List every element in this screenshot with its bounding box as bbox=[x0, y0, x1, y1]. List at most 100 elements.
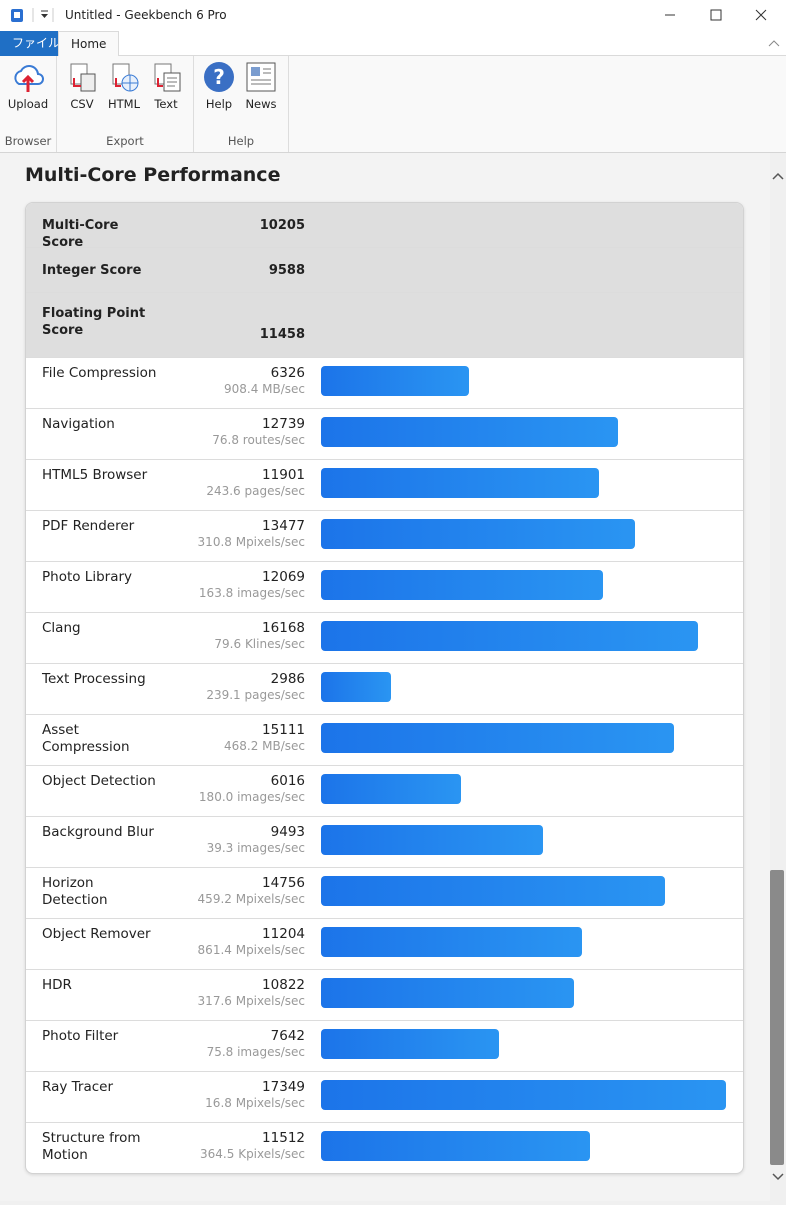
workload-rate: 243.6 pages/sec bbox=[206, 484, 305, 498]
score-bar bbox=[321, 519, 636, 549]
workload-score: 2986 bbox=[270, 671, 305, 687]
workload-name: Horizon Detection bbox=[42, 875, 108, 908]
workload-name: Background Blur bbox=[42, 824, 154, 840]
workload-score: 11512 bbox=[262, 1130, 305, 1146]
score-bar bbox=[321, 570, 603, 600]
html-button[interactable]: HTML bbox=[102, 60, 146, 111]
score-bar bbox=[321, 366, 469, 396]
score-bar bbox=[321, 876, 666, 906]
html-icon bbox=[112, 63, 139, 92]
workload-score: 12739 bbox=[262, 416, 305, 432]
workload-name: Asset Compression bbox=[42, 722, 130, 755]
workload-row: Navigation 12739 76.8 routes/sec bbox=[26, 409, 743, 460]
workload-rate: 76.8 routes/sec bbox=[212, 433, 305, 447]
workload-rate: 239.1 pages/sec bbox=[206, 688, 305, 702]
score-value: 11458 bbox=[259, 327, 305, 342]
workload-rate: 908.4 MB/sec bbox=[223, 382, 305, 396]
score-bar bbox=[321, 927, 583, 957]
workload-name: Structure from Motion bbox=[42, 1130, 141, 1163]
score-value: 9588 bbox=[268, 263, 305, 278]
workload-name: Object Remover bbox=[42, 926, 151, 942]
workload-row: Object Detection 6016 180.0 images/sec bbox=[26, 766, 743, 817]
workload-row: Ray Tracer 17349 16.8 Mpixels/sec bbox=[26, 1072, 743, 1123]
workload-rate: 861.4 Mpixels/sec bbox=[197, 943, 305, 957]
text-button[interactable]: Text bbox=[144, 60, 188, 111]
group-label: Help bbox=[227, 134, 255, 148]
score-bar bbox=[321, 1131, 590, 1161]
workload-rate: 75.8 images/sec bbox=[206, 1045, 305, 1059]
workload-rate: 317.6 Mpixels/sec bbox=[197, 994, 305, 1008]
workload-row: Photo Library 12069 163.8 images/sec bbox=[26, 562, 743, 613]
workload-name: Object Detection bbox=[42, 773, 156, 789]
home-tab[interactable]: Home bbox=[58, 31, 120, 57]
workload-row: Background Blur 9493 39.3 images/sec bbox=[26, 817, 743, 868]
group-label: Export bbox=[106, 134, 144, 148]
workload-row: Asset Compression 15111 468.2 MB/sec bbox=[26, 715, 743, 766]
text-icon bbox=[154, 63, 181, 92]
upload-icon bbox=[14, 65, 44, 92]
help-group: ? Help News Help bbox=[194, 56, 289, 152]
workload-row: Photo Filter 7642 75.8 images/sec bbox=[26, 1021, 743, 1072]
workload-score: 14756 bbox=[262, 875, 305, 891]
news-button[interactable]: News bbox=[239, 60, 283, 111]
workload-name: File Compression bbox=[42, 365, 157, 381]
score-name: Multi-Core Score bbox=[42, 218, 119, 250]
workload-name: HTML5 Browser bbox=[42, 467, 148, 483]
news-icon bbox=[246, 62, 276, 92]
workload-score: 15111 bbox=[262, 722, 305, 738]
score-value: 10205 bbox=[259, 218, 305, 233]
button-label: HTML bbox=[107, 97, 140, 111]
workload-score: 17349 bbox=[262, 1079, 305, 1095]
section-title: Multi-Core Performance bbox=[25, 164, 281, 186]
score-bar bbox=[321, 978, 574, 1008]
button-label: Text bbox=[154, 97, 178, 111]
workload-rate: 163.8 images/sec bbox=[198, 586, 305, 600]
workload-row: HDR 10822 317.6 Mpixels/sec bbox=[26, 970, 743, 1021]
csv-icon bbox=[70, 63, 96, 92]
help-icon: ? bbox=[204, 62, 234, 92]
results-card: Multi-Core Score 10205 Integer Score 9588 Fl… bbox=[25, 202, 744, 1174]
score-bar bbox=[321, 672, 391, 702]
scrollbar[interactable] bbox=[770, 153, 786, 1201]
workload-name: Clang bbox=[42, 620, 81, 636]
collapse-ribbon[interactable] bbox=[767, 39, 781, 49]
workload-score: 13477 bbox=[262, 518, 305, 534]
workload-score: 12069 bbox=[262, 569, 305, 585]
score-bar bbox=[321, 825, 543, 855]
workload-rate: 459.2 Mpixels/sec bbox=[197, 892, 305, 906]
score-name: Integer Score bbox=[42, 263, 142, 278]
score-bar bbox=[321, 723, 674, 753]
workload-score: 6016 bbox=[270, 773, 305, 789]
workload-row: Object Remover 11204 861.4 Mpixels/sec bbox=[26, 919, 743, 970]
summary-row: Floating Point Score 11458 bbox=[26, 293, 743, 358]
workload-name: Ray Tracer bbox=[42, 1079, 114, 1095]
workload-rate: 310.8 Mpixels/sec bbox=[197, 535, 305, 549]
help-button[interactable]: ? Help bbox=[197, 60, 241, 111]
workload-row: Clang 16168 79.6 Klines/sec bbox=[26, 613, 743, 664]
export-group: CSV HTML Text Export bbox=[57, 56, 194, 152]
workload-name: Text Processing bbox=[42, 671, 146, 687]
workload-score: 6326 bbox=[270, 365, 305, 381]
scrollbar-graphics bbox=[770, 172, 784, 1181]
score-name: Floating Point Score bbox=[42, 306, 146, 338]
title-bar-icons bbox=[11, 8, 767, 22]
csv-button[interactable]: CSV bbox=[60, 60, 104, 111]
workload-name: Photo Filter bbox=[42, 1028, 119, 1044]
ribbon-tabs: ファイル Home bbox=[0, 31, 786, 57]
workload-score: 11204 bbox=[262, 926, 305, 942]
results-view: Multi-Core Performance Multi-Core Score 1… bbox=[0, 153, 770, 1201]
workload-row: Horizon Detection 14756 459.2 Mpixels/sec bbox=[26, 868, 743, 919]
workload-name: Navigation bbox=[42, 416, 115, 432]
upload-button[interactable]: Upload bbox=[6, 60, 50, 111]
workload-rate: 180.0 images/sec bbox=[198, 790, 305, 804]
score-bar bbox=[321, 1080, 726, 1110]
score-bar bbox=[321, 621, 699, 651]
button-label: Help bbox=[205, 97, 233, 111]
ribbon: Upload Browser CSV HTML Text Export ? Hel… bbox=[0, 56, 786, 153]
button-label: News bbox=[245, 97, 277, 111]
workload-score: 7642 bbox=[270, 1028, 305, 1044]
workload-rate: 39.3 images/sec bbox=[206, 841, 305, 855]
workload-row: PDF Renderer 13477 310.8 Mpixels/sec bbox=[26, 511, 743, 562]
